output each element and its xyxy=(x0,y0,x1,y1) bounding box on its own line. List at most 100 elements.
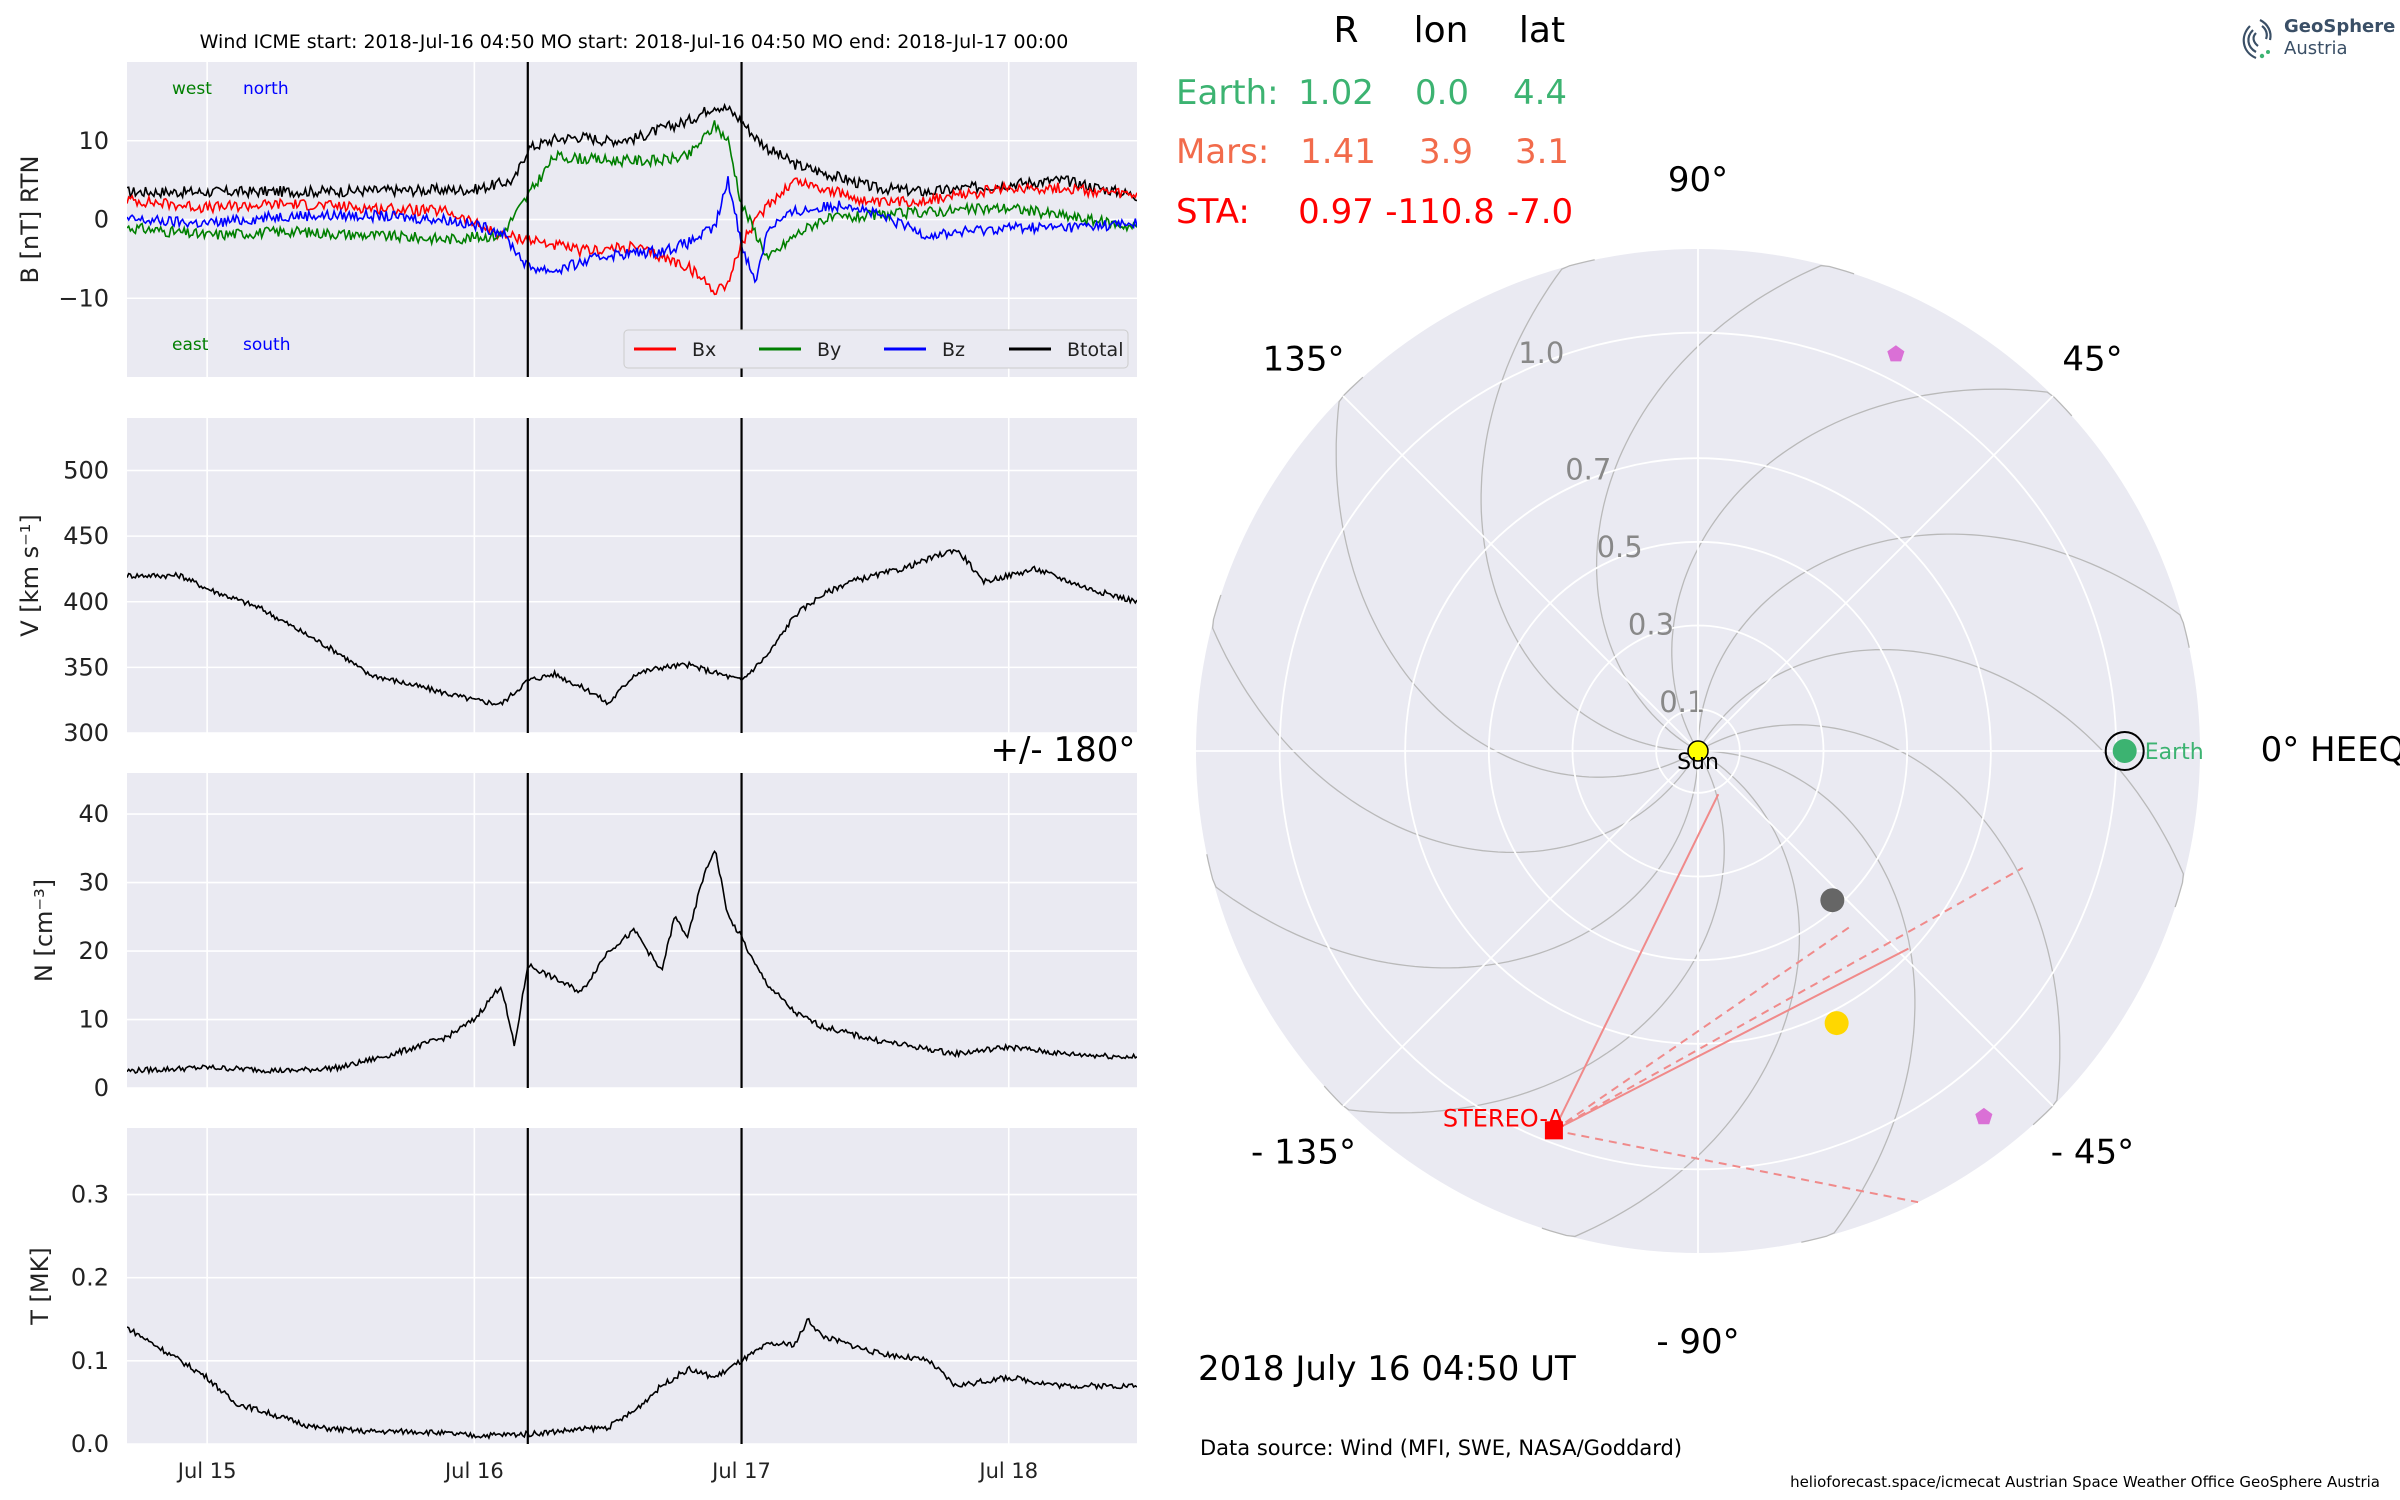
stereo-a-label: STEREO-A xyxy=(1443,1104,1565,1132)
x-tick-label: Jul 15 xyxy=(176,1459,237,1483)
sta-row-name: STA: xyxy=(1176,192,1250,232)
legend-label: Bz xyxy=(942,339,965,361)
y-tick-label: 0.2 xyxy=(71,1264,109,1292)
angle-label: +/- 180° xyxy=(990,730,1135,770)
spiral-line xyxy=(1323,750,1725,1114)
earth-marker xyxy=(2112,739,2137,763)
angle-label: 0° HEEQ xyxy=(2261,730,2400,770)
angle-label: - 45° xyxy=(2051,1132,2134,1172)
geosphere-logo-icon xyxy=(2242,19,2272,60)
angle-gridline xyxy=(1342,395,1699,752)
stereo-line xyxy=(1553,926,1850,1132)
series-line-bx xyxy=(127,176,1137,296)
spiral-line xyxy=(1697,533,2190,752)
stereo-line xyxy=(1553,947,1909,1132)
spiral-line xyxy=(1211,594,1699,854)
planet-gray-marker xyxy=(1820,888,1845,913)
spiral-line xyxy=(1671,388,2073,752)
probe-violet-1-marker xyxy=(1887,345,1905,362)
y-tick-label: −10 xyxy=(58,284,109,312)
timestamp: 2018 July 16 04:50 UT xyxy=(1198,1349,1576,1389)
earth-row-lat: 4.4 xyxy=(1513,73,1567,113)
panel-background xyxy=(127,1128,1137,1444)
earth-row-r: 1.02 xyxy=(1298,73,1374,113)
logo-line1: GeoSphere xyxy=(2284,16,2396,37)
y-tick-label: 300 xyxy=(63,719,109,747)
spiral-line xyxy=(1697,750,1916,1243)
table-header-r: R xyxy=(1333,10,1358,51)
table-header-lat: lat xyxy=(1519,10,1565,51)
footer-credits: helioforecast.space/icmecat Austrian Spa… xyxy=(1790,1473,2380,1491)
earth-row-lon: 0.0 xyxy=(1415,73,1469,113)
y-tick-label: 40 xyxy=(78,800,109,828)
parker-spirals xyxy=(1206,259,2190,1243)
earth-label: Earth xyxy=(2145,740,2204,765)
stereo-line xyxy=(1553,1129,1919,1204)
direction-annotation: east xyxy=(172,335,209,355)
mars-row-lat: 3.1 xyxy=(1515,132,1569,172)
stereo-a-marker xyxy=(1544,1121,1563,1140)
earth-ring xyxy=(2104,731,2145,771)
spiral-line xyxy=(1335,376,1699,778)
stereo-line xyxy=(1553,867,2024,1132)
logo-line2: Austria xyxy=(2284,38,2348,59)
y-tick-label: 10 xyxy=(78,127,109,155)
series-line-v xyxy=(127,549,1137,707)
sta-row-r: 0.97 xyxy=(1298,192,1374,232)
mars-row-lon: 3.9 xyxy=(1419,132,1473,172)
y-tick-label: 0 xyxy=(94,1074,109,1102)
table-header-lon: lon xyxy=(1414,10,1469,51)
panel-0: −10 0 10 B [nT] RTN west north east south Bx By Bz… xyxy=(16,62,1137,377)
series-line-btotal xyxy=(127,102,1137,202)
radial-tick-label: 0.3 xyxy=(1628,608,1674,642)
planet-gold-marker xyxy=(1824,1011,1849,1036)
header-title: Wind ICME start: 2018-Jul-16 04:50 MO st… xyxy=(200,31,1069,53)
angle-gridline xyxy=(1342,750,1699,1107)
y-axis-label: N [cm⁻³] xyxy=(30,879,58,982)
x-tick-label: Jul 16 xyxy=(443,1459,504,1483)
series-line-n xyxy=(127,850,1137,1076)
spiral-line xyxy=(1697,648,2185,908)
stereo-view-lines xyxy=(1553,793,2024,1204)
direction-annotation: west xyxy=(172,79,212,99)
sun-label: Sun xyxy=(1677,750,1719,775)
x-tick-label: Jul 17 xyxy=(710,1459,771,1483)
y-axis-label: T [MK] xyxy=(26,1247,54,1325)
spiral-line xyxy=(1206,750,1699,969)
panel-3: 0.0 0.1 0.2 0.3 Jul 15 Jul 16 Jul 17 Jul 18 T [M… xyxy=(26,1128,1137,1483)
direction-annotation: north xyxy=(243,79,289,99)
angle-gridline xyxy=(1697,750,2054,1107)
y-axis-label: V [km s⁻¹] xyxy=(16,514,44,636)
spiral-line xyxy=(1480,259,1699,752)
radial-tick-label: 0.5 xyxy=(1597,530,1643,564)
angle-label: 45° xyxy=(2062,340,2122,380)
sta-row-lat: -7.0 xyxy=(1507,192,1573,232)
mars-row-r: 1.41 xyxy=(1300,132,1376,172)
y-tick-label: 30 xyxy=(78,869,109,897)
geosphere-logo: GeoSphere Austria xyxy=(2232,12,2396,72)
panel-1: 300 350 400 450 500 V [km s⁻¹] xyxy=(16,418,1137,747)
polar-plot: 0.10.30.50.71.090°45°0° HEEQ- 45°- 90°- … xyxy=(990,160,2400,1362)
y-tick-label: 10 xyxy=(78,1006,109,1034)
angle-label: - 135° xyxy=(1251,1132,1356,1172)
legend: Bx By Bz Btotal xyxy=(623,329,1129,369)
stereo-line xyxy=(1553,793,1720,1131)
earth-row-name: Earth: xyxy=(1176,73,1279,113)
angle-label: 135° xyxy=(1263,340,1345,380)
y-tick-label: 500 xyxy=(63,457,109,485)
angle-label: 90° xyxy=(1668,160,1728,200)
mars-row-name: Mars: xyxy=(1176,132,1269,172)
angle-gridline xyxy=(1697,395,2054,752)
y-tick-label: 0.3 xyxy=(71,1181,109,1209)
legend-label: Bx xyxy=(692,339,716,361)
spiral-line xyxy=(1697,724,2061,1126)
radial-tick-label: 0.7 xyxy=(1565,452,1611,486)
legend-box xyxy=(623,329,1129,369)
y-tick-label: 0 xyxy=(94,206,109,234)
y-axis-label: B [nT] RTN xyxy=(16,156,44,284)
y-tick-label: 0.1 xyxy=(71,1347,109,1375)
data-source: Data source: Wind (MFI, SWE, NASA/Goddar… xyxy=(1200,1436,1682,1460)
x-tick-label: Jul 18 xyxy=(977,1459,1038,1483)
panel-2: 0 10 20 30 40 N [cm⁻³] xyxy=(30,773,1137,1102)
